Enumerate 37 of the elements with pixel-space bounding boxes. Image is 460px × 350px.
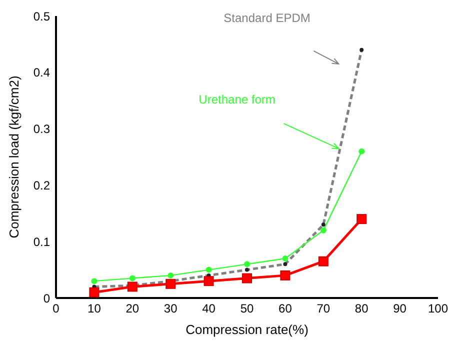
x-tick-label: 10: [88, 302, 102, 316]
y-tick-label: 0.3: [33, 122, 50, 136]
x-tick-label: 0: [52, 302, 60, 316]
point: [244, 261, 250, 268]
point: [320, 227, 326, 234]
point: [91, 278, 98, 284]
point: [89, 287, 100, 298]
x-tick-label: 80: [354, 302, 369, 316]
x-tick-label: 30: [164, 302, 178, 316]
point: [282, 256, 288, 262]
x-tick-label: 50: [240, 302, 254, 316]
y-axis-title: Compression load (kgf/cm2): [6, 76, 22, 238]
x-tick-label: 70: [316, 302, 330, 316]
point: [358, 148, 365, 154]
point: [204, 276, 214, 286]
point: [129, 275, 136, 282]
point: [242, 273, 252, 284]
point: [206, 266, 212, 273]
x-tick-label: 20: [126, 302, 140, 316]
text: Urethane form: [198, 92, 276, 107]
point: [318, 256, 328, 266]
y-tick-label: 0.4: [33, 66, 50, 80]
x-tick-label: 40: [202, 302, 216, 316]
point: [168, 272, 174, 278]
point: [280, 270, 290, 280]
x-tick-label: 90: [393, 302, 407, 316]
text: Standard EPDM: [224, 10, 310, 25]
point: [356, 214, 367, 224]
y-tick-label: 0.2: [33, 178, 50, 192]
y-tick-label: 0: [43, 291, 50, 306]
x-tick-label: 60: [278, 302, 292, 316]
y-tick-label: 0.5: [33, 9, 50, 24]
x-tick-label: 100: [428, 302, 448, 316]
y-tick-label: 0.1: [33, 234, 50, 249]
point: [127, 282, 138, 292]
point: [166, 278, 176, 289]
x-axis-title: Compression rate(%): [186, 322, 308, 337]
